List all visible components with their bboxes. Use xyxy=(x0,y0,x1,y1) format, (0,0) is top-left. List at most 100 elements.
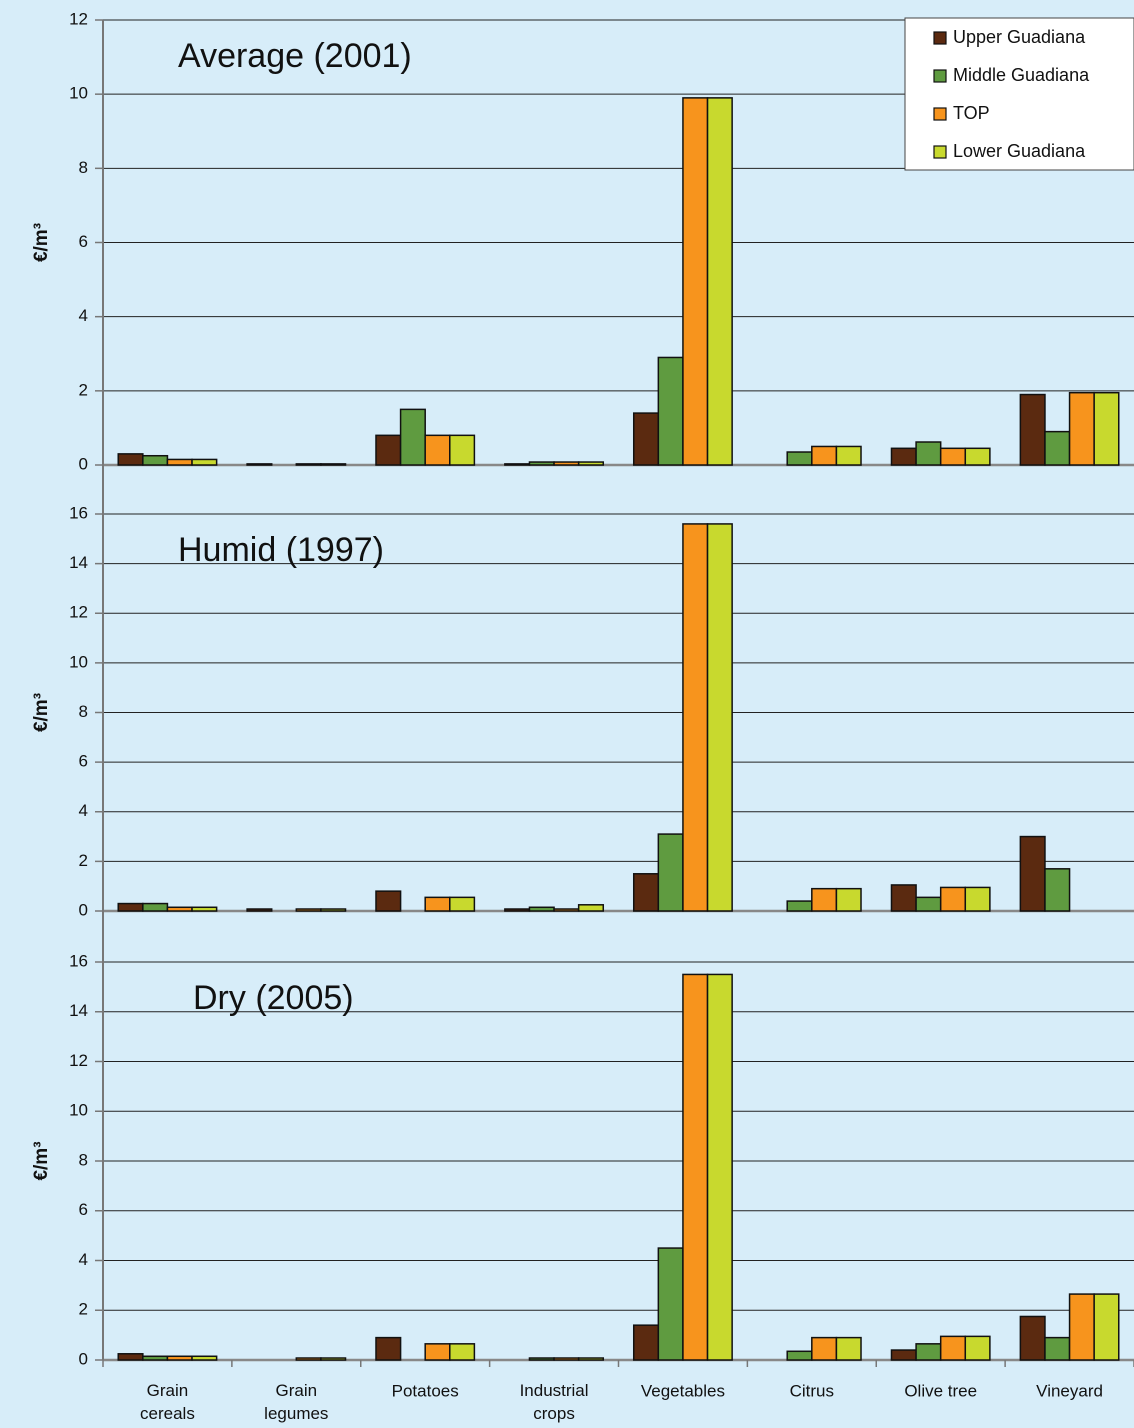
bar xyxy=(786,900,813,912)
y-axis-label: €/m³ xyxy=(31,223,52,262)
bar xyxy=(1093,391,1120,466)
bar xyxy=(915,1343,942,1361)
bar xyxy=(632,1324,660,1361)
bar xyxy=(142,902,169,912)
y-axis-label: €/m³ xyxy=(31,693,52,732)
bar xyxy=(1044,430,1071,466)
legend-swatch xyxy=(933,145,947,159)
bar xyxy=(706,973,733,1361)
bar xyxy=(939,886,967,912)
bar xyxy=(1019,1315,1046,1361)
bar xyxy=(504,463,531,466)
bar xyxy=(553,461,580,466)
y-tick-label: 14 xyxy=(69,1001,88,1020)
bar xyxy=(117,453,144,466)
bar xyxy=(166,906,193,912)
bar xyxy=(811,887,838,912)
y-tick-label: 0 xyxy=(79,1349,88,1368)
legend-swatch xyxy=(933,107,947,121)
bar xyxy=(1019,393,1046,466)
bar xyxy=(706,97,733,466)
y-tick-label: 14 xyxy=(69,553,88,572)
y-tick-label: 10 xyxy=(69,84,88,103)
bar xyxy=(399,408,426,466)
bar xyxy=(964,1335,991,1361)
bar xyxy=(166,458,193,466)
legend-label: TOP xyxy=(953,103,990,123)
bar xyxy=(1068,391,1095,466)
bar xyxy=(964,886,991,912)
y-tick-label: 10 xyxy=(69,1101,88,1120)
y-tick-label: 0 xyxy=(79,454,88,473)
bar xyxy=(786,1350,813,1361)
bar xyxy=(915,896,942,912)
bar xyxy=(449,1343,476,1361)
bar xyxy=(657,833,684,912)
x-tick-label: Citrus xyxy=(790,1381,834,1400)
bar xyxy=(320,908,347,912)
bar xyxy=(295,908,322,912)
y-tick-label: 0 xyxy=(79,900,88,919)
y-tick-label: 8 xyxy=(79,702,88,721)
legend-swatch xyxy=(933,31,947,45)
y-tick-label: 16 xyxy=(69,951,88,970)
bar xyxy=(1068,1293,1095,1361)
bar xyxy=(632,412,660,466)
x-tick-label: Vineyard xyxy=(1036,1381,1103,1400)
bar xyxy=(706,523,733,912)
legend-label: Middle Guadiana xyxy=(953,65,1090,85)
y-tick-label: 8 xyxy=(79,1150,88,1169)
y-tick-label: 6 xyxy=(79,1200,88,1219)
chart-title: Average (2001) xyxy=(178,37,412,75)
bar xyxy=(449,896,476,912)
x-tick-label: Grain legumes xyxy=(264,1381,328,1423)
bar xyxy=(835,445,862,466)
bar xyxy=(528,1357,555,1361)
bar xyxy=(1093,1293,1120,1361)
bar xyxy=(191,458,218,466)
y-tick-label: 12 xyxy=(69,603,88,622)
bar xyxy=(246,908,273,912)
y-tick-label: 2 xyxy=(79,380,88,399)
bar xyxy=(682,973,709,1361)
x-tick-label: Industrial crops xyxy=(520,1381,589,1423)
x-tick-label: Potatoes xyxy=(392,1381,459,1400)
bar xyxy=(375,890,402,912)
x-tick-label: Vegetables xyxy=(641,1381,725,1400)
y-tick-label: 4 xyxy=(79,801,88,820)
bar xyxy=(939,447,967,466)
bar xyxy=(117,902,144,912)
bar xyxy=(890,447,917,466)
bar xyxy=(939,1335,967,1361)
bar xyxy=(1044,868,1071,912)
y-tick-label: 8 xyxy=(79,158,88,177)
bar xyxy=(528,906,555,912)
legend-box xyxy=(904,17,1134,171)
bar xyxy=(424,896,451,912)
bar xyxy=(528,461,555,466)
legend-label: Upper Guadiana xyxy=(953,27,1086,47)
legend-label: Lower Guadiana xyxy=(953,141,1086,161)
bar xyxy=(117,1353,144,1361)
bar xyxy=(142,454,169,466)
y-tick-label: 4 xyxy=(79,306,88,325)
bar xyxy=(890,884,917,912)
bar xyxy=(375,1336,402,1361)
bar xyxy=(632,873,660,912)
bar xyxy=(811,1336,838,1361)
y-tick-label: 12 xyxy=(69,1051,88,1070)
y-tick-label: 2 xyxy=(79,1300,88,1319)
bar xyxy=(657,356,684,466)
bar xyxy=(191,906,218,912)
y-tick-label: 6 xyxy=(79,752,88,771)
bar xyxy=(142,1355,169,1361)
bar xyxy=(320,463,347,466)
bar xyxy=(375,434,402,466)
bar xyxy=(320,1357,347,1361)
bar xyxy=(504,908,531,912)
bar xyxy=(811,445,838,466)
y-tick-label: 2 xyxy=(79,851,88,870)
x-tick-label: Grain cereals xyxy=(140,1381,195,1423)
